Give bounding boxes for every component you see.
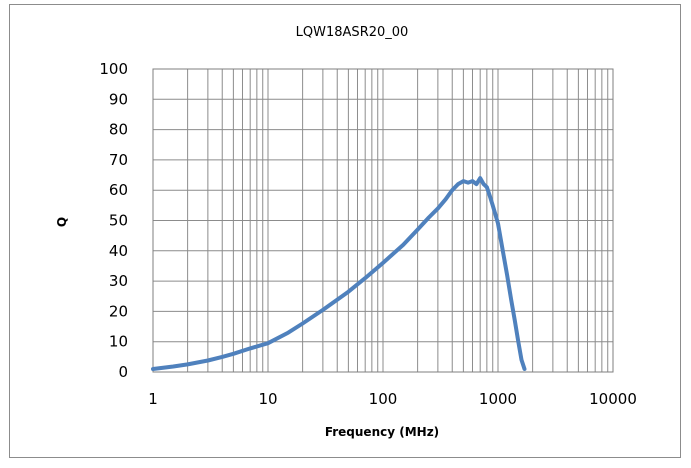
grid bbox=[152, 68, 614, 373]
q-series-line bbox=[151, 176, 527, 371]
y-axis-label: Q bbox=[55, 217, 69, 227]
x-tick-label: 10 bbox=[258, 390, 277, 408]
y-tick-label: 90 bbox=[109, 90, 128, 108]
y-tick-label: 50 bbox=[109, 212, 128, 230]
x-tick-label: 100 bbox=[369, 390, 398, 408]
x-tick-label: 1 bbox=[148, 390, 158, 408]
y-tick-label: 60 bbox=[109, 181, 128, 199]
y-tick-label: 0 bbox=[118, 363, 128, 381]
y-tick-label: 10 bbox=[109, 333, 128, 351]
y-axis-ticks: 0 10 20 30 40 50 60 70 80 90 100 bbox=[99, 60, 128, 381]
plot-area bbox=[152, 68, 614, 373]
y-tick-label: 40 bbox=[109, 242, 128, 260]
x-axis-label: Frequency (MHz) bbox=[325, 425, 439, 439]
y-tick-label: 70 bbox=[109, 151, 128, 169]
y-tick-label: 30 bbox=[109, 272, 128, 290]
chart-title: LQW18ASR20_00 bbox=[296, 25, 409, 40]
chart-frame bbox=[9, 4, 681, 458]
x-axis-ticks: 1 10 100 1000 10000 bbox=[148, 390, 637, 408]
y-tick-label: 100 bbox=[99, 60, 128, 78]
x-tick-label: 1000 bbox=[479, 390, 517, 408]
y-tick-label: 20 bbox=[109, 302, 128, 320]
y-tick-label: 80 bbox=[109, 121, 128, 139]
x-tick-label: 10000 bbox=[589, 390, 637, 408]
